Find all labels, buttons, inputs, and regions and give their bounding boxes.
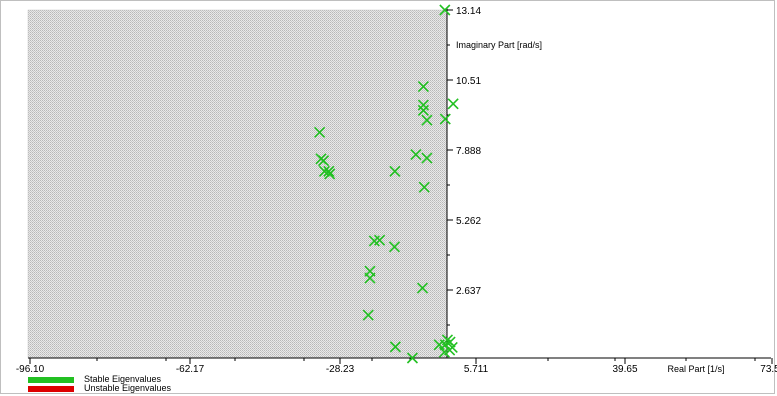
legend-swatch-unstable bbox=[28, 385, 74, 392]
stable-eigenvalue-point bbox=[417, 80, 429, 93]
stable-eigenvalue-point bbox=[374, 234, 386, 246]
point-stroke bbox=[318, 165, 330, 177]
x-tick-label: -62.17 bbox=[176, 364, 205, 375]
legend-label-unstable: Unstable Eigenvalues bbox=[84, 383, 172, 393]
stable-eigenvalue-point bbox=[421, 114, 433, 126]
stable-eigenvalue-point bbox=[444, 344, 456, 356]
stable-eigenvalue-point bbox=[406, 352, 419, 364]
stable-eigenvalue-point bbox=[362, 309, 374, 321]
point-stroke bbox=[389, 165, 401, 177]
point-stroke bbox=[388, 241, 401, 253]
stable-eigenvalue-point bbox=[417, 99, 429, 111]
legend: Stable Eigenvalues Unstable Eigenvalues bbox=[28, 375, 171, 393]
y-tick-label: 5.262 bbox=[456, 216, 481, 227]
point-stroke bbox=[364, 272, 376, 284]
stable-eigenvalue-point bbox=[439, 113, 451, 125]
data-points bbox=[314, 4, 459, 364]
stable-eigenvalue-point bbox=[421, 152, 433, 164]
y-tick-label: 2.637 bbox=[456, 286, 481, 297]
point-stroke bbox=[317, 155, 330, 167]
point-stroke bbox=[362, 309, 374, 321]
y-tick-label: 10.51 bbox=[456, 76, 481, 87]
axes bbox=[28, 8, 773, 364]
x-tick-label: 73.5 bbox=[760, 364, 777, 375]
point-stroke bbox=[421, 152, 433, 164]
stable-eigenvalue-point bbox=[317, 155, 330, 167]
stable-eigenvalue-point bbox=[447, 98, 459, 110]
stable-eigenvalue-point bbox=[418, 181, 430, 193]
stable-eigenvalue-point bbox=[410, 149, 422, 161]
x-tick-label: -96.10 bbox=[16, 364, 45, 375]
y-tick-label: 13.14 bbox=[456, 6, 481, 17]
x-tick-label: 39.65 bbox=[612, 364, 637, 375]
stable-eigenvalue-point bbox=[314, 126, 326, 138]
point-stroke bbox=[417, 104, 429, 116]
point-stroke bbox=[410, 149, 422, 161]
point-stroke bbox=[441, 334, 454, 346]
stable-eigenvalue-point bbox=[389, 165, 401, 177]
legend-swatch-stable bbox=[28, 376, 74, 383]
y-tick-label: 7.888 bbox=[456, 146, 481, 157]
point-stroke bbox=[406, 352, 419, 364]
stable-eigenvalue-point bbox=[318, 165, 330, 177]
stable-eigenvalue-point bbox=[389, 341, 401, 353]
stable-eigenvalue-point bbox=[417, 104, 429, 116]
tick-labels: -96.10 -62.17 -28.23 5.711 39.65 73.5 13.14 10.… bbox=[16, 6, 777, 375]
x-axis-title: Real Part [1/s] bbox=[667, 364, 724, 374]
stable-eigenvalue-point bbox=[388, 241, 401, 253]
point-stroke bbox=[417, 99, 429, 111]
point-stroke bbox=[314, 126, 326, 138]
legend-label-stable: Stable Eigenvalues bbox=[84, 374, 162, 384]
stable-region-shading bbox=[27, 9, 448, 359]
point-stroke bbox=[447, 98, 459, 110]
legend-item-stable: Stable Eigenvalues bbox=[28, 375, 171, 384]
stable-eigenvalue-point bbox=[364, 272, 376, 284]
point-stroke bbox=[439, 4, 451, 16]
point-stroke bbox=[416, 282, 429, 294]
point-stroke bbox=[418, 181, 430, 193]
x-tick-label: -28.23 bbox=[326, 364, 355, 375]
point-stroke bbox=[323, 165, 335, 177]
stable-eigenvalue-point bbox=[324, 168, 336, 180]
point-stroke bbox=[417, 80, 429, 93]
stable-eigenvalue-point bbox=[416, 282, 429, 294]
stable-eigenvalue-point bbox=[323, 165, 335, 177]
y-axis-title: Imaginary Part [rad/s] bbox=[456, 40, 542, 50]
point-stroke bbox=[324, 168, 336, 180]
point-stroke bbox=[444, 344, 456, 356]
legend-item-unstable: Unstable Eigenvalues bbox=[28, 384, 171, 393]
point-stroke bbox=[389, 341, 401, 353]
stable-eigenvalue-point bbox=[441, 334, 454, 346]
point-stroke bbox=[374, 234, 386, 246]
point-stroke bbox=[439, 113, 451, 125]
point-stroke bbox=[421, 114, 433, 126]
x-tick-label: 5.711 bbox=[464, 364, 489, 375]
stable-eigenvalue-point bbox=[439, 4, 451, 16]
